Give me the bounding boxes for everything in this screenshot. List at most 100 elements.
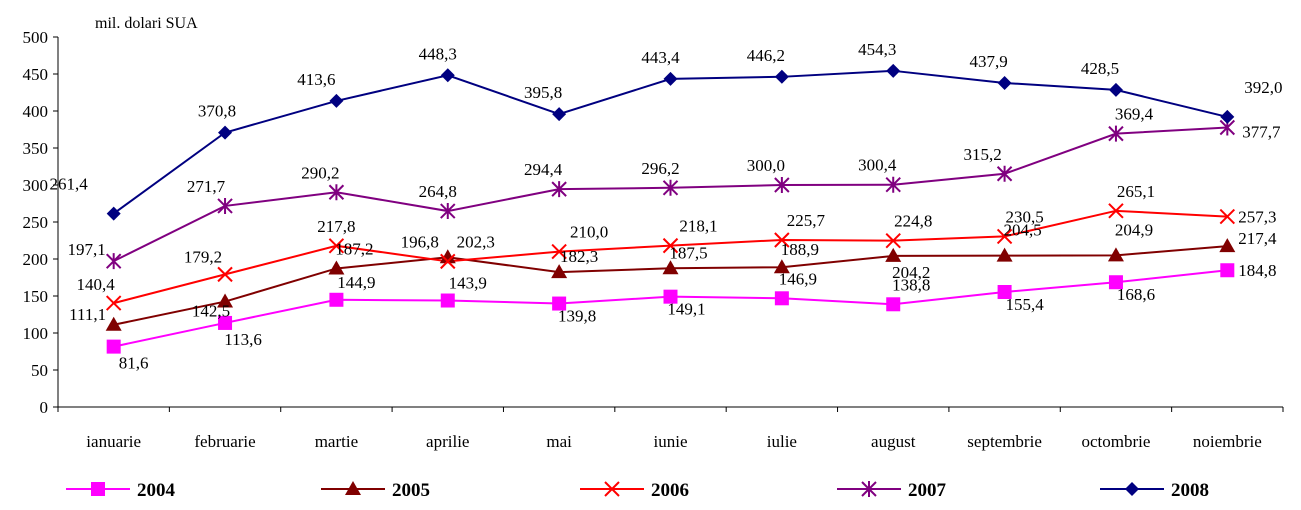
data-point-2007 xyxy=(662,179,679,196)
y-tick-label: 400 xyxy=(23,102,49,121)
y-tick-label: 150 xyxy=(23,287,49,306)
legend-marker-2008 xyxy=(1125,482,1139,496)
data-point-2007 xyxy=(440,203,456,220)
data-point-2008 xyxy=(440,68,455,83)
data-label-2004: 144,9 xyxy=(337,273,375,292)
data-point-2006 xyxy=(328,238,345,254)
data-point-2005 xyxy=(105,316,122,331)
data-point-2007 xyxy=(996,165,1013,182)
y-tick-label: 100 xyxy=(23,324,49,343)
y-tick-label: 50 xyxy=(31,361,48,380)
data-label-2006: 257,3 xyxy=(1238,208,1276,227)
data-point-2005 xyxy=(551,264,568,279)
data-point-2005 xyxy=(996,247,1013,262)
data-point-2007 xyxy=(105,253,122,270)
data-label-2008: 446,2 xyxy=(747,46,785,65)
data-label-2006: 196,8 xyxy=(401,232,439,251)
data-point-2007 xyxy=(328,184,345,201)
data-point-2008 xyxy=(774,69,789,84)
data-label-2008: 392,0 xyxy=(1244,78,1282,97)
data-label-2005: 204,5 xyxy=(1003,221,1041,240)
data-label-2006: 210,0 xyxy=(570,223,608,242)
data-point-2004 xyxy=(997,285,1012,300)
data-point-2007 xyxy=(774,177,790,193)
data-label-2006: 140,4 xyxy=(77,275,116,294)
data-point-2006 xyxy=(885,232,901,249)
x-tick-label: septembrie xyxy=(967,432,1042,451)
data-point-2004 xyxy=(329,292,344,307)
data-label-2004: 184,8 xyxy=(1238,261,1276,280)
data-point-2005 xyxy=(217,293,234,308)
data-point-2008 xyxy=(552,107,567,122)
data-point-2004 xyxy=(552,296,567,311)
y-tick-label: 0 xyxy=(40,398,49,417)
legend-marker-2006 xyxy=(604,481,620,497)
data-label-2008: 413,6 xyxy=(297,70,335,89)
data-label-2008: 454,3 xyxy=(858,40,896,59)
y-tick-label: 350 xyxy=(23,139,49,158)
data-label-2004: 138,8 xyxy=(892,275,930,294)
data-label-2005: 142,5 xyxy=(192,302,230,321)
data-point-2005 xyxy=(439,249,456,264)
data-point-2004 xyxy=(1108,275,1123,290)
y-tick-label: 450 xyxy=(23,65,49,84)
legend-label-2008: 2008 xyxy=(1171,480,1209,501)
data-label-2005: 187,2 xyxy=(335,239,373,258)
data-label-2006: 218,1 xyxy=(679,217,717,236)
data-label-2008: 370,8 xyxy=(198,102,236,121)
data-point-2004 xyxy=(106,339,121,354)
y-tick-label: 250 xyxy=(23,213,49,232)
x-tick-label: ianuarie xyxy=(86,432,141,451)
data-label-2004: 155,4 xyxy=(1005,295,1044,314)
data-label-2006: 225,7 xyxy=(787,211,826,230)
data-point-2004 xyxy=(440,293,455,308)
data-label-2004: 146,9 xyxy=(779,269,817,288)
data-label-2005: 188,9 xyxy=(781,240,819,259)
data-label-2008: 261,4 xyxy=(50,175,89,194)
data-point-2004 xyxy=(774,291,789,306)
data-point-2004 xyxy=(886,297,901,312)
data-label-2006: 179,2 xyxy=(184,247,222,266)
x-tick-label: aprilie xyxy=(426,432,469,451)
y-tick-label: 500 xyxy=(23,28,49,47)
data-point-2008 xyxy=(1108,82,1123,97)
x-tick-label: iunie xyxy=(654,432,688,451)
data-point-2006 xyxy=(996,228,1013,245)
legend-marker-2005 xyxy=(345,481,361,495)
data-point-2008 xyxy=(218,125,233,140)
data-label-2006: 265,1 xyxy=(1117,182,1155,201)
data-label-2005: 217,4 xyxy=(1238,229,1277,248)
data-label-2004: 113,6 xyxy=(224,330,262,349)
data-point-2008 xyxy=(886,63,901,78)
x-tick-label: martie xyxy=(315,432,358,451)
data-label-2007: 294,4 xyxy=(524,160,563,179)
x-tick-label: mai xyxy=(546,432,572,451)
data-point-2005 xyxy=(885,247,902,262)
data-point-2005 xyxy=(662,260,679,275)
data-label-2006: 224,8 xyxy=(894,212,932,231)
data-point-2006 xyxy=(217,266,233,283)
chart-axes xyxy=(53,36,1284,412)
data-point-2007 xyxy=(551,181,567,198)
data-label-2005: 204,9 xyxy=(1115,220,1153,239)
data-label-2004: 139,8 xyxy=(558,307,596,326)
data-label-2004: 168,6 xyxy=(1117,285,1155,304)
x-tick-label: iulie xyxy=(767,432,797,451)
tick-labels: 0 50 100 150 200 250 300 350 400 450 500 ianuarie fe… xyxy=(23,28,1262,451)
legend-marker-2007 xyxy=(861,481,877,497)
data-label-2007: 300,4 xyxy=(858,156,897,175)
x-tick-label: februarie xyxy=(194,432,255,451)
y-tick-label: 300 xyxy=(23,176,49,195)
data-point-2008 xyxy=(329,93,344,108)
data-point-2007 xyxy=(885,176,901,193)
series-markers xyxy=(105,63,1236,354)
legend-label-2004: 2004 xyxy=(137,480,176,501)
data-point-2005 xyxy=(773,259,790,274)
legend-label-2007: 2007 xyxy=(908,480,947,501)
data-point-2006 xyxy=(1108,203,1124,219)
data-label-2005: 111,1 xyxy=(69,305,106,324)
x-tick-label: noiembrie xyxy=(1193,432,1262,451)
data-label-2004: 81,6 xyxy=(119,354,149,373)
data-label-2005: 187,5 xyxy=(669,243,707,262)
